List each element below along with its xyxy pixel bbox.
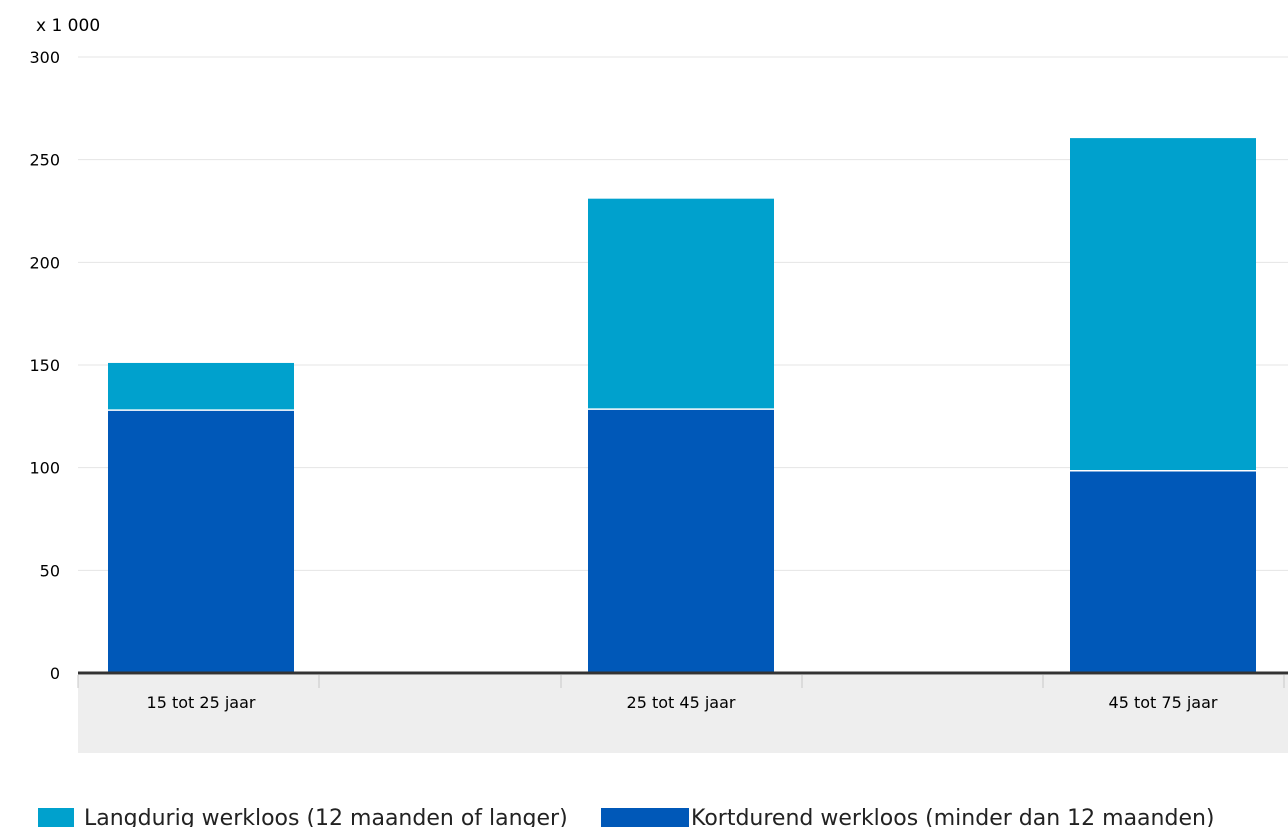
y-axis-ticks: 0 50 100 150 200 250 300 bbox=[29, 48, 60, 683]
bar-segment bbox=[588, 198, 774, 410]
bar-segment bbox=[1070, 470, 1256, 673]
legend-label: Kortdurend werkloos (minder dan 12 maand… bbox=[691, 806, 1215, 827]
bar-segment bbox=[108, 362, 294, 411]
x-axis-band bbox=[78, 675, 1288, 753]
legend: Langdurig werkloos (12 maanden of langer… bbox=[38, 806, 1215, 827]
y-unit-label: x 1 000 bbox=[36, 16, 100, 36]
y-tick-label: 100 bbox=[29, 459, 60, 478]
x-axis-tick-marks bbox=[77, 675, 1285, 688]
x-category-label: 25 tot 45 jaar bbox=[627, 693, 736, 712]
y-tick-label: 300 bbox=[29, 48, 60, 67]
y-tick-label: 0 bbox=[50, 664, 60, 683]
legend-swatch bbox=[38, 808, 74, 827]
x-category-label: 45 tot 75 jaar bbox=[1109, 693, 1218, 712]
x-axis-labels: 15 tot 25 jaar 25 tot 45 jaar 45 tot 75 ja… bbox=[147, 693, 1218, 712]
bar-segment bbox=[588, 409, 774, 673]
legend-label: Langdurig werkloos (12 maanden of langer… bbox=[84, 806, 568, 827]
bars bbox=[108, 138, 1256, 673]
x-category-label: 15 tot 25 jaar bbox=[147, 693, 256, 712]
bar-segment bbox=[1070, 138, 1256, 471]
bar-segment bbox=[108, 410, 294, 673]
y-tick-label: 150 bbox=[29, 356, 60, 375]
y-tick-label: 50 bbox=[40, 561, 60, 580]
y-tick-label: 250 bbox=[29, 151, 60, 170]
legend-swatch bbox=[601, 808, 689, 827]
y-tick-label: 200 bbox=[29, 253, 60, 272]
